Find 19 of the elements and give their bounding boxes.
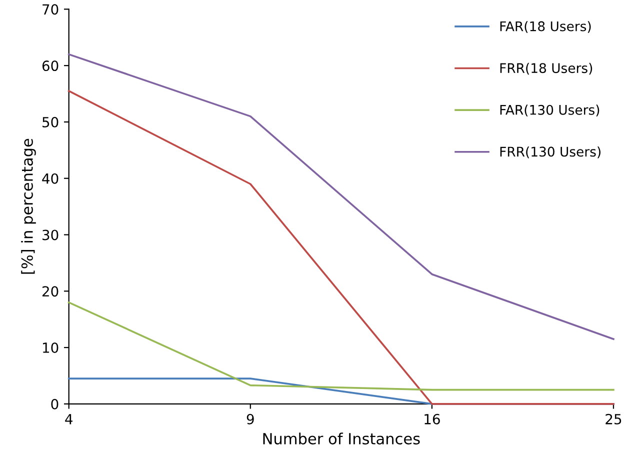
legend-label: FAR(130 Users): [500, 104, 600, 116]
line-series: [68, 53, 614, 340]
y-tick-label: 30: [42, 230, 58, 240]
y-tick-label: 40: [42, 173, 58, 184]
y-axis-title: [%] in percentage: [21, 138, 36, 274]
y-tick-label: 50: [42, 116, 58, 128]
x-tick-label: 9: [246, 414, 254, 424]
x-tick-label: 16: [424, 414, 440, 424]
y-tick-label: 60: [42, 60, 58, 72]
legend-label: FAR(18 Users): [500, 21, 591, 33]
y-tick-label: 0: [51, 398, 58, 410]
y-tick-label: 20: [42, 286, 58, 297]
legend-label: FRR(130 Users): [500, 146, 600, 158]
x-tick-label: 25: [606, 414, 622, 424]
x-axis-title: Number of Instances: [263, 432, 420, 444]
y-tick-label: 10: [42, 342, 58, 354]
x-tick-label: 4: [65, 414, 72, 424]
y-tick-label: 70: [42, 4, 58, 15]
legend-label: FRR(18 Users): [500, 62, 592, 75]
